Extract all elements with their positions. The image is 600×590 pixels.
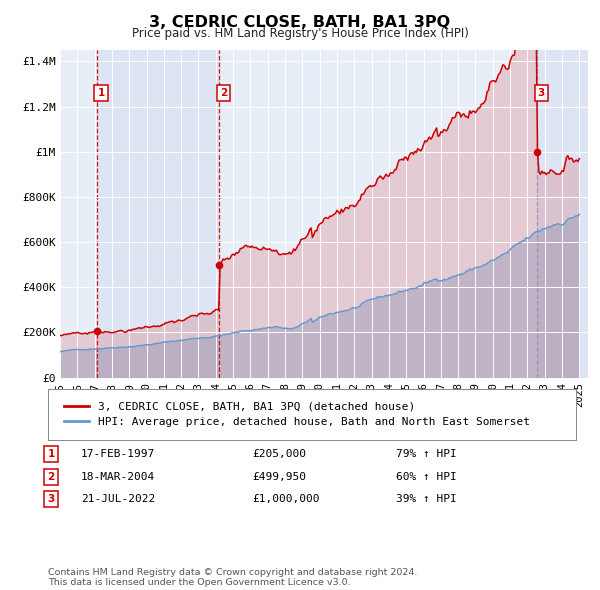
Bar bbox=[97, 50, 220, 378]
Bar bbox=[537, 50, 588, 378]
Text: £205,000: £205,000 bbox=[252, 450, 306, 459]
Text: 21-JUL-2022: 21-JUL-2022 bbox=[81, 494, 155, 504]
Text: 39% ↑ HPI: 39% ↑ HPI bbox=[396, 494, 457, 504]
Legend: 3, CEDRIC CLOSE, BATH, BA1 3PQ (detached house), HPI: Average price, detached ho: 3, CEDRIC CLOSE, BATH, BA1 3PQ (detached… bbox=[59, 396, 535, 433]
Text: Contains HM Land Registry data © Crown copyright and database right 2024.
This d: Contains HM Land Registry data © Crown c… bbox=[48, 568, 418, 587]
Text: 79% ↑ HPI: 79% ↑ HPI bbox=[396, 450, 457, 459]
Text: 1: 1 bbox=[47, 450, 55, 459]
Text: 1: 1 bbox=[97, 88, 104, 98]
Text: Price paid vs. HM Land Registry's House Price Index (HPI): Price paid vs. HM Land Registry's House … bbox=[131, 27, 469, 40]
Text: 17-FEB-1997: 17-FEB-1997 bbox=[81, 450, 155, 459]
Text: 60% ↑ HPI: 60% ↑ HPI bbox=[396, 472, 457, 481]
Text: 3: 3 bbox=[538, 88, 545, 98]
Text: 2: 2 bbox=[47, 472, 55, 481]
Text: 3: 3 bbox=[47, 494, 55, 504]
Text: 18-MAR-2004: 18-MAR-2004 bbox=[81, 472, 155, 481]
Text: 2: 2 bbox=[220, 88, 227, 98]
Text: 3, CEDRIC CLOSE, BATH, BA1 3PQ: 3, CEDRIC CLOSE, BATH, BA1 3PQ bbox=[149, 15, 451, 30]
Text: £1,000,000: £1,000,000 bbox=[252, 494, 320, 504]
Text: £499,950: £499,950 bbox=[252, 472, 306, 481]
